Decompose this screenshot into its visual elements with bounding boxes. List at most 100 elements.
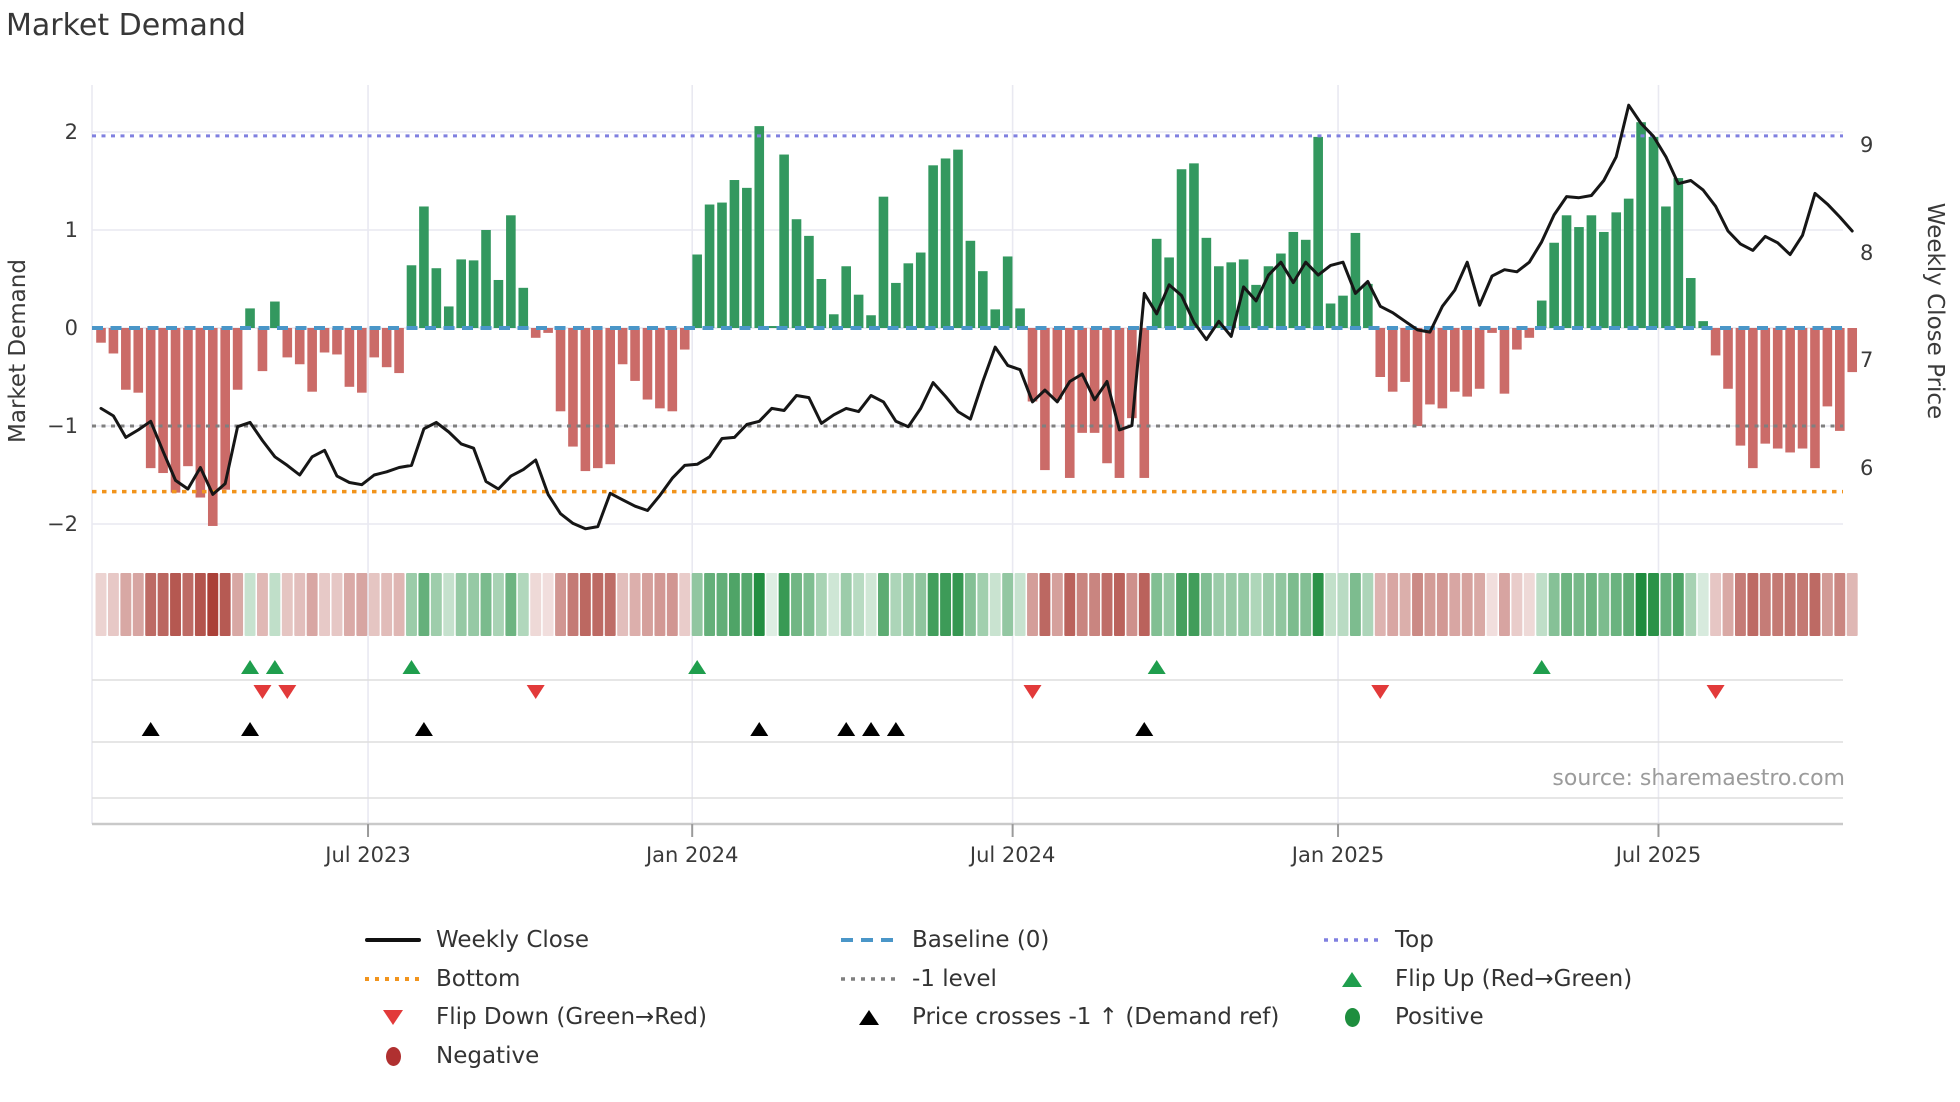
heatmap-cell [1039,573,1051,636]
heatmap-cell [1486,573,1498,636]
heatmap-cell [1685,573,1697,636]
heatmap-cell [1424,573,1436,636]
legend-item-label: Bottom [436,966,521,992]
demand-bar [332,328,342,355]
reference-lines [92,134,1843,494]
demand-bar [1524,328,1535,338]
heatmap-cell [1648,573,1659,636]
flip-down-icon [1706,685,1725,699]
heatmap-cell [170,573,181,636]
flip-up-icon [402,660,421,674]
heatmap-cell [1797,573,1808,636]
heatmap-cell [1585,573,1597,636]
heatmap-cell [455,573,467,636]
heatmap-cell [704,573,716,636]
minus-one-line-icon [838,975,900,983]
demand-bar [518,287,529,328]
legend-item-label: Top [1395,927,1434,953]
heatmap-cell [691,573,703,636]
demand-bar [1487,328,1497,333]
heatmap-cell [1163,573,1175,636]
heatmap-cell [1362,573,1374,636]
heatmap-cell [1325,573,1337,636]
heatmap-cell [1275,573,1287,636]
heatmap-cell [393,573,405,636]
heatmap-cell [145,573,157,636]
heatmap-cell [368,573,380,636]
flip-up-icon [1532,660,1551,674]
demand-bar [1611,212,1622,328]
heatmap-cell [207,573,219,636]
heatmap-cell [604,573,616,636]
demand-bar [953,149,963,328]
demand-bar [270,301,280,328]
heatmap-cell [1300,573,1312,636]
heatmap-cell [1387,573,1399,636]
demand-bar [1263,266,1274,328]
heatmap-cell [878,573,889,636]
x-tick-label: Jan 2024 [645,843,739,867]
right-tick-label: 7 [1860,348,1874,372]
heatmap-cell [1312,573,1324,636]
flip-up-markers [241,660,1551,674]
demand-bar [1723,328,1733,389]
demand-bar [1847,328,1858,373]
x-tick-label: Jul 2024 [969,843,1056,867]
heatmap-cell [343,573,355,636]
heatmap-cell [1610,573,1622,636]
demand-bar [319,328,330,353]
demand-bar [679,328,690,350]
demand-bar [506,215,516,328]
heatmap-cell [629,573,641,636]
heatmap-cell [1710,573,1722,636]
demand-bar [1251,284,1261,328]
demand-bar [965,240,976,328]
demand-bar [915,252,926,328]
price-cross-markers [141,722,1154,736]
left-tick-label: 2 [64,120,78,144]
demand-bar [1449,328,1460,392]
heatmap-cell [194,573,206,636]
demand-bar [655,328,665,409]
demand-bar [1462,328,1472,397]
demand-bar [1599,231,1609,328]
demand-bar [1027,328,1038,402]
flip-down-markers [253,685,1725,699]
heatmap-cell [1536,573,1548,636]
left-tick-label: −2 [47,512,78,536]
heatmap-cell [1374,573,1386,636]
demand-bar [990,309,1001,328]
legend-item: Price crosses -1 ↑ (Demand ref) [838,1001,1279,1033]
heatmap-cell [1188,573,1200,636]
demand-bar [940,158,951,328]
heatmap-cell [1399,573,1411,636]
demand-bar [891,282,901,328]
heatmap-cell [257,573,268,636]
demand-bar [791,219,802,328]
demand-bar [1338,295,1348,328]
heatmap-cell [1176,573,1187,636]
heatmap-cell [803,573,815,636]
heatmap-cell [1598,573,1610,636]
heatmap-cell [1573,573,1585,636]
heatmap-cell [1784,573,1796,636]
heatmap-cell [244,573,256,636]
demand-bar [630,328,640,381]
flip-down-icon [1371,685,1390,699]
demand-bar [195,328,206,498]
demand-bar [443,306,454,328]
heatmap-cell [418,573,430,636]
heatmap-cell [1436,573,1448,636]
heatmap-cell [132,573,144,636]
demand-bar [307,328,317,392]
demand-bar [1313,136,1323,328]
demand-bar [1512,328,1522,350]
demand-bar [1499,328,1510,394]
demand-bar [1276,253,1286,328]
heatmap-cell [468,573,480,636]
heatmap-cell [1672,573,1684,636]
heatmap-cell [1113,573,1125,636]
demand-bar [903,263,914,328]
demand-bar [816,279,827,328]
demand-bar [766,326,777,328]
